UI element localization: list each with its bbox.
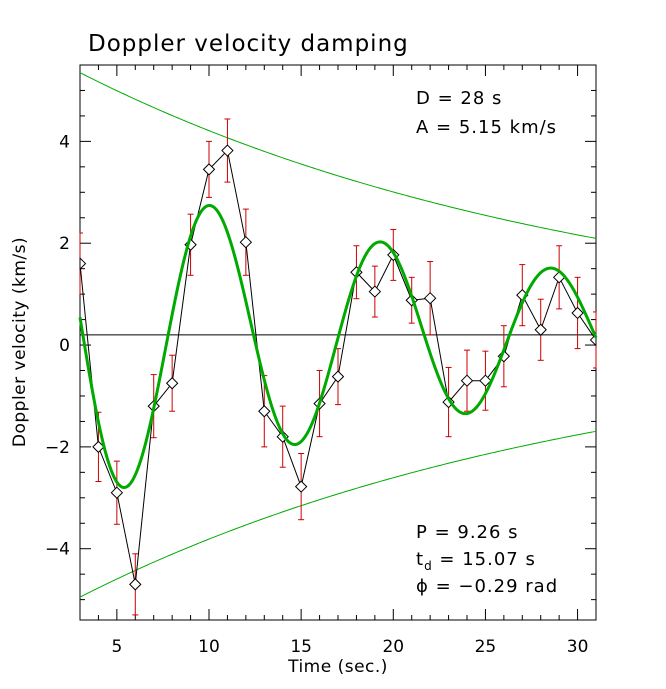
annotation-phase: ϕ = −0.29 rad — [416, 576, 558, 597]
x-tick-label: 25 — [475, 637, 497, 657]
data-point — [331, 370, 345, 383]
data-point — [239, 235, 253, 249]
x-tick-label: 10 — [198, 637, 220, 657]
data-point — [571, 306, 584, 320]
y-tick-label: 0 — [59, 336, 70, 356]
damping-prefix: t — [416, 549, 424, 570]
data-point — [110, 486, 124, 499]
annotation-d: D = 28 s — [416, 88, 502, 109]
data-point — [165, 377, 179, 390]
y-axis-label: Doppler velocity (km/s) — [10, 237, 30, 447]
fit-line — [78, 203, 598, 490]
y-tick-label: −4 — [45, 540, 70, 560]
damping-sub: d — [424, 559, 433, 573]
data-point — [460, 374, 474, 387]
annotation-period: P = 9.26 s — [416, 522, 519, 543]
data-point — [92, 440, 105, 454]
envelope-curves — [79, 72, 597, 598]
axis-tick-labels: 5 10 15 20 25 30 −4 −2 0 2 4 — [45, 132, 588, 657]
y-tick-label: 4 — [59, 132, 70, 152]
phase-symbol: ϕ — [416, 576, 429, 597]
data-point — [79, 256, 87, 271]
fit-curve — [78, 203, 598, 490]
data-point — [368, 285, 382, 298]
data-point — [479, 374, 492, 387]
data-point — [202, 163, 216, 176]
damping-value: = 15.07 s — [433, 549, 536, 570]
y-tick-label: −2 — [45, 438, 70, 458]
x-tick-label: 5 — [111, 637, 122, 657]
axis-ticks — [79, 65, 597, 620]
lower-envelope — [79, 430, 597, 598]
x-tick-label: 20 — [382, 637, 404, 657]
data-point — [534, 323, 547, 336]
data-point — [129, 578, 142, 591]
annotation-damping: td = 15.07 s — [416, 549, 536, 573]
data-point — [423, 291, 437, 305]
upper-envelope — [79, 72, 597, 239]
phase-value: = −0.29 rad — [429, 576, 558, 597]
data-point — [221, 144, 234, 157]
error-bars — [79, 118, 597, 616]
data-markers — [79, 144, 597, 591]
x-tick-label: 15 — [290, 637, 312, 657]
x-axis-label: Time (sec.) — [287, 657, 388, 677]
data-point — [294, 480, 308, 493]
y-tick-label: 2 — [59, 234, 70, 254]
annotation-a: A = 5.15 km/s — [416, 117, 557, 138]
chart-title: Doppler velocity damping — [88, 31, 409, 57]
x-tick-label: 30 — [567, 637, 589, 657]
data-point — [258, 405, 271, 418]
